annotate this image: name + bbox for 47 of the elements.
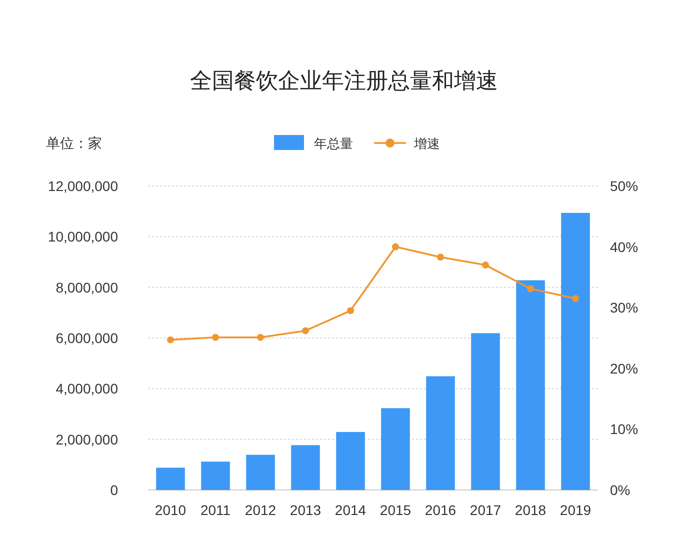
y-tick-label: 2,000,000 (56, 431, 118, 448)
chart-title: 全国餐饮企业年注册总量和增速 (190, 68, 498, 93)
y2-tick-label: 0% (610, 482, 630, 498)
point (572, 294, 579, 302)
y2-tick-label: 40% (610, 238, 638, 255)
x-tick-label: 2012 (244, 502, 276, 518)
bar (381, 408, 410, 490)
x-tick-label: 2010 (154, 502, 186, 518)
point (257, 334, 264, 341)
bar (471, 333, 500, 490)
point (437, 254, 444, 261)
y2-tick-label: 20% (610, 360, 638, 376)
point (302, 327, 309, 334)
legend-label: 增速 (413, 136, 440, 151)
y-tick-label: 10,000,000 (48, 228, 118, 245)
x-tick-label: 2017 (470, 502, 502, 518)
bar (201, 462, 230, 490)
point (482, 262, 489, 269)
y-tick-label: 4,000,000 (56, 380, 118, 397)
y-tick-label: 8,000,000 (56, 279, 118, 296)
point (347, 307, 354, 314)
y-tick-label: 12,000,000 (48, 178, 118, 194)
x-tick-label: 2019 (560, 502, 592, 518)
x-tick-label: 2014 (334, 502, 366, 518)
legend-label: 年总量 (314, 136, 353, 151)
bar (246, 454, 275, 490)
point (392, 243, 399, 250)
bar (291, 445, 320, 490)
y2-tick-label: 50% (610, 178, 638, 194)
x-tick-label: 2013 (290, 502, 322, 518)
text: 单位：家 (46, 135, 102, 151)
y-tick-label: 6,000,000 (56, 330, 118, 346)
y2-tick-label: 30% (610, 300, 638, 316)
y-tick-label: 0 (110, 482, 118, 498)
point (167, 336, 174, 344)
bar (156, 468, 185, 490)
point (527, 285, 534, 292)
bar (561, 212, 590, 490)
point (212, 334, 219, 341)
x-tick-label: 2018 (514, 502, 546, 518)
x-tick-label: 2011 (200, 502, 231, 518)
y2-tick-label: 10% (610, 421, 638, 438)
x-tick-label: 2015 (380, 502, 412, 518)
bar (336, 432, 365, 490)
x-tick-label: 2016 (424, 502, 456, 518)
bar (426, 376, 455, 490)
bar (516, 280, 545, 490)
